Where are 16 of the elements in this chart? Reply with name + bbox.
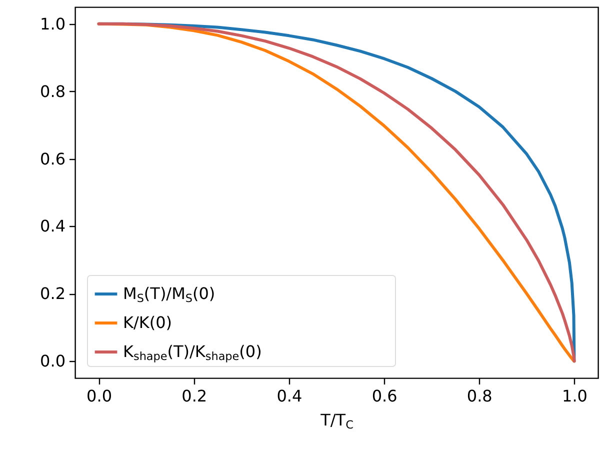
legend-label: M$_{S}$(T)/M$_{S}$(0) bbox=[123, 284, 216, 305]
x-tick-label: 1.0 bbox=[562, 386, 588, 406]
y-tick-label: 1.0 bbox=[40, 14, 66, 34]
legend-label: K$_{shape}$(T)/K$_{shape}$(0) bbox=[123, 342, 262, 363]
y-tick-label: 0.6 bbox=[40, 149, 66, 168]
y-tick-label: 0.4 bbox=[40, 216, 66, 236]
x-axis-title: T/T$_{C}$ bbox=[320, 410, 354, 432]
x-tick-label: 0.6 bbox=[372, 386, 398, 406]
x-tick-label: 0.4 bbox=[276, 386, 302, 406]
y-tick-label: 0.2 bbox=[40, 284, 66, 304]
x-tick-label: 0.0 bbox=[86, 386, 112, 406]
y-tick-label: 0.0 bbox=[40, 352, 66, 371]
x-tick-label: 0.2 bbox=[182, 386, 208, 406]
legend-label: K/K(0) bbox=[123, 313, 172, 332]
x-tick-label: 0.8 bbox=[466, 386, 492, 406]
y-tick-label: 0.8 bbox=[40, 82, 66, 101]
